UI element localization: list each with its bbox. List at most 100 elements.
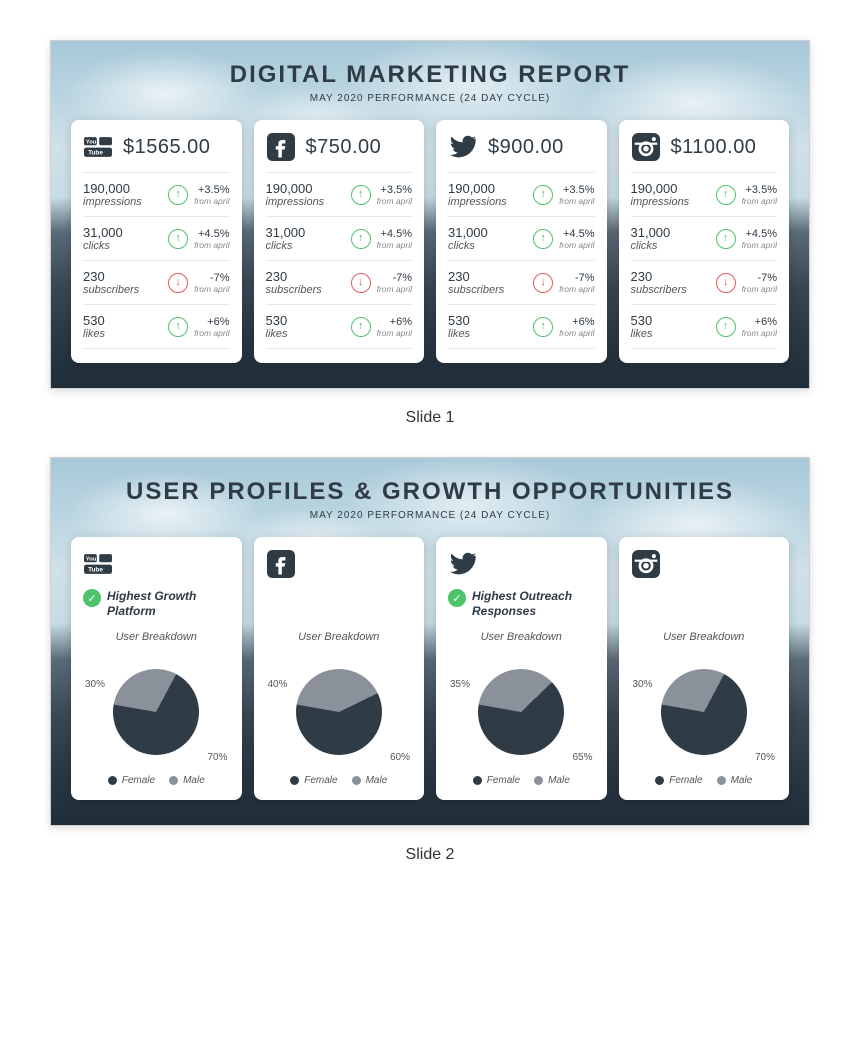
trend-from: from april bbox=[194, 284, 229, 294]
trend-from: from april bbox=[742, 240, 777, 250]
trend-percent: +6% bbox=[377, 316, 412, 328]
arrow-down-icon: ↓ bbox=[533, 273, 553, 293]
metric-value: 190,000 bbox=[631, 181, 716, 196]
legend-dot-icon bbox=[352, 776, 361, 785]
legend-dot-icon bbox=[108, 776, 117, 785]
trend-percent: -7% bbox=[194, 272, 229, 284]
youtube-icon: YouTube bbox=[83, 549, 113, 579]
slide1-subtitle: MAY 2020 PERFORMANCE (24 DAY CYCLE) bbox=[71, 93, 789, 104]
metric-label: likes bbox=[83, 328, 168, 340]
metric-label: subscribers bbox=[266, 284, 351, 296]
metric-label: likes bbox=[631, 328, 716, 340]
trend-from: from april bbox=[377, 284, 412, 294]
badge-row bbox=[631, 589, 778, 625]
trend-percent: +3.5% bbox=[377, 184, 412, 196]
facebook-icon bbox=[266, 549, 296, 579]
metric-label: clicks bbox=[83, 240, 168, 252]
instagram-icon bbox=[631, 132, 661, 162]
metric-row: 530likes↑+6%from april bbox=[83, 304, 230, 349]
trend-from: from april bbox=[559, 284, 594, 294]
badge-row: ✓Highest Outreach Responses bbox=[448, 589, 595, 625]
trend-from: from april bbox=[559, 328, 594, 338]
metric-value: 230 bbox=[448, 269, 533, 284]
badge-text: Highest Outreach Responses bbox=[472, 589, 595, 619]
trend-percent: -7% bbox=[377, 272, 412, 284]
metric-label: clicks bbox=[266, 240, 351, 252]
trend-percent: +3.5% bbox=[559, 184, 594, 196]
slide2-title: USER PROFILES & GROWTH OPPORTUNITIES bbox=[71, 478, 789, 506]
arrow-up-icon: ↑ bbox=[533, 317, 553, 337]
card-amount: $1100.00 bbox=[671, 136, 757, 159]
female-percent-label: 70% bbox=[755, 752, 775, 763]
trend-percent: +6% bbox=[194, 316, 229, 328]
arrow-down-icon: ↓ bbox=[168, 273, 188, 293]
pie-graphic bbox=[113, 669, 199, 755]
pie-chart: 30%70% bbox=[83, 657, 230, 767]
legend-dot-icon bbox=[169, 776, 178, 785]
trend-from: from april bbox=[377, 240, 412, 250]
slide1-cards: YouTube$1565.00190,000impressions↑+3.5%f… bbox=[71, 120, 789, 363]
arrow-up-icon: ↑ bbox=[351, 185, 371, 205]
slide2-cards: YouTube ✓Highest Growth Platform User Brea… bbox=[71, 537, 789, 800]
metric-label: impressions bbox=[266, 196, 351, 208]
badge-row: ✓Highest Growth Platform bbox=[83, 589, 230, 625]
legend-female: Female bbox=[108, 775, 155, 786]
trend-percent: +3.5% bbox=[194, 184, 229, 196]
metric-label: impressions bbox=[448, 196, 533, 208]
metric-value: 230 bbox=[631, 269, 716, 284]
metric-value: 230 bbox=[266, 269, 351, 284]
arrow-up-icon: ↑ bbox=[168, 229, 188, 249]
arrow-up-icon: ↑ bbox=[716, 185, 736, 205]
trend-percent: -7% bbox=[559, 272, 594, 284]
slide2-subtitle: MAY 2020 PERFORMANCE (24 DAY CYCLE) bbox=[71, 510, 789, 521]
metric-label: impressions bbox=[631, 196, 716, 208]
slide1-caption: Slide 1 bbox=[50, 409, 810, 427]
male-percent-label: 40% bbox=[268, 679, 288, 690]
twitter-icon bbox=[448, 549, 478, 579]
metric-label: likes bbox=[448, 328, 533, 340]
metric-row: 190,000impressions↑+3.5%from april bbox=[83, 172, 230, 216]
metric-row: 230subscribers↓-7%from april bbox=[83, 260, 230, 304]
check-icon: ✓ bbox=[83, 589, 101, 607]
trend-from: from april bbox=[377, 196, 412, 206]
female-percent-label: 65% bbox=[572, 752, 592, 763]
instagram-icon bbox=[631, 549, 661, 579]
trend-from: from april bbox=[194, 240, 229, 250]
arrow-up-icon: ↑ bbox=[716, 229, 736, 249]
twitter-icon bbox=[448, 132, 478, 162]
metric-card-twitter: $900.00 190,000impressions ↑ +3.5% from apri… bbox=[436, 120, 607, 363]
trend-percent: +4.5% bbox=[742, 228, 777, 240]
metric-label: subscribers bbox=[631, 284, 716, 296]
trend-percent: +4.5% bbox=[377, 228, 412, 240]
pie-legend: Female Male bbox=[83, 775, 230, 786]
trend-percent: +6% bbox=[742, 316, 777, 328]
metric-value: 190,000 bbox=[448, 181, 533, 196]
metric-row: 230subscribers↓-7%from april bbox=[631, 260, 778, 304]
metric-row: 31,000clicks↑+4.5%from april bbox=[83, 216, 230, 260]
arrow-up-icon: ↑ bbox=[168, 317, 188, 337]
card-amount: $750.00 bbox=[306, 136, 382, 159]
breakdown-title: User Breakdown bbox=[448, 631, 595, 643]
legend-female: Female bbox=[473, 775, 520, 786]
legend-male: Male bbox=[169, 775, 205, 786]
metric-value: 31,000 bbox=[266, 225, 351, 240]
trend-percent: +4.5% bbox=[559, 228, 594, 240]
trend-percent: +3.5% bbox=[742, 184, 777, 196]
female-percent-label: 60% bbox=[390, 752, 410, 763]
legend-dot-icon bbox=[473, 776, 482, 785]
profile-card-instagram: User Breakdown30%70%FemaleMale bbox=[619, 537, 790, 800]
metric-row: 230subscribers↓-7%from april bbox=[266, 260, 413, 304]
metric-row: 31,000clicks↑+4.5%from april bbox=[448, 216, 595, 260]
metric-row: 31,000clicks↑+4.5%from april bbox=[266, 216, 413, 260]
metric-label: subscribers bbox=[448, 284, 533, 296]
pie-legend: FemaleMale bbox=[448, 775, 595, 786]
pie-chart: 30%70% bbox=[631, 657, 778, 767]
trend-from: from april bbox=[194, 328, 229, 338]
card-amount: $900.00 bbox=[488, 136, 564, 159]
metric-card-instagram: $1100.00190,000impressions↑+3.5%from apr… bbox=[619, 120, 790, 363]
profile-card-youtube: YouTube✓Highest Growth PlatformUser Brea… bbox=[71, 537, 242, 800]
legend-dot-icon bbox=[717, 776, 726, 785]
trend-from: from april bbox=[742, 196, 777, 206]
metric-value: 190,000 bbox=[83, 181, 168, 196]
trend-from: from april bbox=[377, 328, 412, 338]
